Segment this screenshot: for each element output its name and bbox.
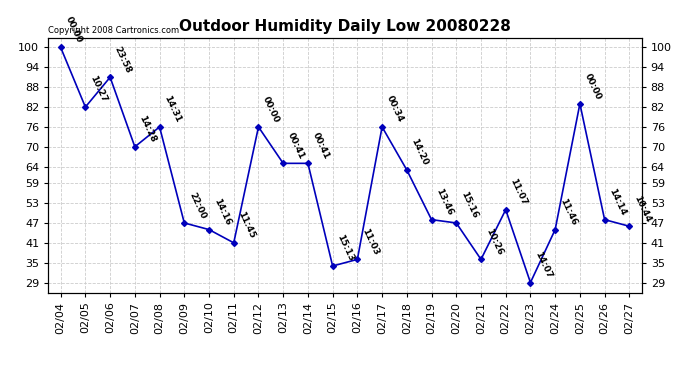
- Text: 14:07: 14:07: [533, 250, 553, 280]
- Text: 14:20: 14:20: [410, 138, 430, 167]
- Text: 14:28: 14:28: [137, 114, 158, 144]
- Text: 14:16: 14:16: [212, 197, 232, 227]
- Text: 10:26: 10:26: [484, 227, 504, 256]
- Text: 15:13: 15:13: [335, 234, 355, 263]
- Text: 15:16: 15:16: [459, 190, 480, 220]
- Text: 11:07: 11:07: [509, 177, 529, 207]
- Text: 10:44: 10:44: [632, 194, 653, 224]
- Text: 00:00: 00:00: [582, 72, 602, 101]
- Text: 13:46: 13:46: [434, 187, 455, 217]
- Text: 00:00: 00:00: [262, 95, 282, 124]
- Text: 11:46: 11:46: [558, 197, 578, 227]
- Text: 11:03: 11:03: [360, 227, 380, 256]
- Text: 22:00: 22:00: [187, 190, 207, 220]
- Title: Outdoor Humidity Daily Low 20080228: Outdoor Humidity Daily Low 20080228: [179, 18, 511, 33]
- Text: 14:14: 14:14: [607, 187, 628, 217]
- Text: 00:34: 00:34: [385, 94, 405, 124]
- Text: 00:00: 00:00: [63, 15, 83, 45]
- Text: 11:45: 11:45: [237, 210, 257, 240]
- Text: 10:27: 10:27: [88, 75, 108, 104]
- Text: 00:41: 00:41: [310, 131, 331, 160]
- Text: Copyright 2008 Cartronics.com: Copyright 2008 Cartronics.com: [48, 26, 179, 35]
- Text: 14:31: 14:31: [162, 94, 183, 124]
- Text: 23:58: 23:58: [113, 45, 133, 75]
- Text: 00:41: 00:41: [286, 131, 306, 160]
